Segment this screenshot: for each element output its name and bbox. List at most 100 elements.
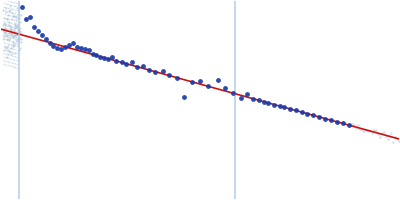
Point (9, 22, 16, 25)
Point (7, 7, 14, 10)
Point (3, 31, 10, 34)
Point (4, 63, 11, 67)
Point (11, 19, 17, 22)
Point (355, 124, 362, 127)
Point (13, 48, 19, 51)
Point (9, 50, 15, 54)
Point (6, 10, 12, 13)
Point (0, 5, 7, 8)
Point (11, 11, 18, 15)
Point (3, 56, 9, 59)
Point (13, 66, 19, 69)
Point (9, 11, 16, 14)
Point (4, 31, 11, 34)
Point (74, 46, 80, 49)
Point (13, 26, 20, 29)
Point (2, 32, 8, 35)
Point (388, 132, 395, 135)
Point (0, 37, 7, 40)
Point (6, 50, 13, 54)
Point (13, 0, 20, 1)
Point (9, 39, 15, 43)
Point (0, 59, 6, 62)
Point (0, 28, 6, 31)
Point (5, 0, 11, 3)
Point (4, 17, 11, 20)
Point (2, 31, 8, 35)
Point (13, 26, 19, 30)
Point (8, 57, 14, 61)
Point (13, 59, 20, 62)
Point (0, 9, 6, 12)
Point (8, 34, 14, 37)
Point (14, 55, 20, 58)
Point (6, 60, 12, 64)
Point (4, 24, 10, 27)
Point (8, 7, 15, 10)
Point (310, 114, 316, 117)
Point (384, 137, 391, 140)
Point (2, 38, 8, 41)
Point (0, 19, 6, 22)
Point (6, 39, 13, 42)
Point (17, 26, 23, 30)
Point (345, 123, 352, 127)
Point (12, 58, 19, 62)
Point (12, 44, 18, 47)
Point (4, 60, 11, 63)
Point (1, 59, 8, 62)
Point (10, 15, 16, 18)
Point (10, 0, 16, 4)
Point (27, 16, 33, 19)
Point (6, 60, 12, 63)
Point (14, 41, 20, 44)
Point (390, 140, 397, 143)
Point (16, 29, 23, 33)
Point (9, 35, 16, 38)
Point (58, 47, 64, 50)
Point (361, 129, 367, 132)
Point (14, 6, 21, 10)
Point (12, 33, 18, 37)
Point (10, 15, 16, 18)
Point (13, 12, 20, 15)
Point (13, 24, 20, 27)
Point (6, 35, 12, 39)
Point (10, 14, 17, 17)
Point (8, 58, 15, 61)
Point (3, 27, 10, 31)
Point (13, 35, 19, 38)
Point (6, 64, 13, 67)
Point (4, 53, 10, 56)
Point (230, 92, 236, 95)
Point (15, 28, 22, 31)
Point (9, 15, 16, 18)
Point (3, 33, 9, 37)
Point (8, 11, 14, 14)
Point (7, 25, 13, 28)
Point (1, 45, 7, 48)
Point (7, 28, 13, 31)
Point (12, 8, 19, 11)
Point (13, 19, 19, 22)
Point (13, 16, 19, 19)
Point (13, 26, 19, 29)
Point (1, 62, 7, 66)
Point (10, 54, 17, 58)
Point (1, 34, 7, 37)
Point (0, 9, 6, 12)
Point (8, 61, 15, 64)
Point (394, 138, 400, 141)
Point (14, 27, 20, 30)
Point (8, 39, 14, 42)
Point (11, 33, 18, 36)
Point (6, 14, 13, 17)
Point (1, 2, 8, 5)
Point (6, 56, 12, 60)
Point (16, 13, 22, 16)
Point (10, 41, 16, 44)
Point (17, 31, 24, 34)
Point (12, 30, 18, 33)
Point (6, 28, 12, 31)
Point (322, 117, 328, 120)
